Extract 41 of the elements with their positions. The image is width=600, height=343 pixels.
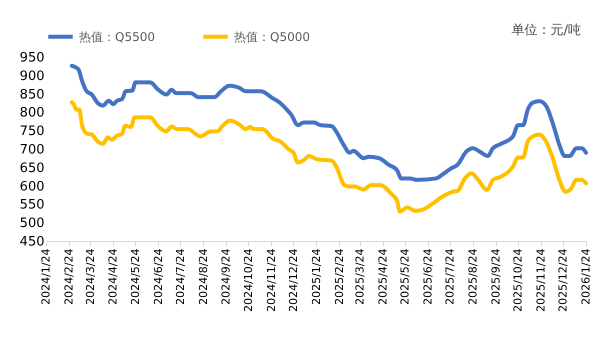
text: 单位：元/吨 (512, 23, 581, 38)
line-series (70, 100, 588, 214)
y-tick-label: 600 (20, 179, 44, 194)
y-tick-label: 650 (20, 160, 44, 176)
y-tick-label: 850 (20, 87, 44, 102)
y-tick-label: 700 (20, 142, 44, 158)
x-tick-label: 2025/4/24 (376, 248, 390, 305)
y-tick-label: 950 (20, 50, 44, 66)
y-tick-label: 900 (20, 68, 44, 84)
x-tick-label: 2025/5/24 (398, 248, 412, 305)
legend-label: 热值：Q5500 (79, 30, 155, 44)
x-tick-label: 2025/12/24 (556, 248, 570, 312)
x-tick-label: 2024/7/24 (174, 248, 187, 305)
x-tick-label: 2025/2/24 (332, 248, 346, 305)
x-tick-label: 2024/1/24 (40, 248, 52, 305)
x-tick-label: 2024/12/24 (286, 248, 300, 312)
y-tick-label: 750 (20, 124, 44, 140)
x-tick-label: 2026/1/24 (580, 248, 592, 305)
y-tick-label: 550 (20, 198, 44, 213)
x-tick-label: 2025/9/24 (489, 248, 502, 305)
x-tick-label: 2024/6/24 (152, 248, 165, 305)
line-series (70, 64, 588, 182)
x-tick-label: 2024/5/24 (128, 248, 142, 305)
x-tick-label: 2025/8/24 (466, 248, 480, 305)
x-tick-label: 2024/9/24 (220, 248, 233, 305)
x-tick-label: 2025/3/24 (353, 248, 366, 305)
x-tick-label: 2025/1/24 (310, 248, 323, 305)
x-tick-label: 2024/3/24 (84, 248, 97, 305)
y-tick-label: 500 (20, 216, 44, 232)
y-tick-label: 450 (20, 234, 44, 250)
x-tick-label: 2025/7/24 (444, 248, 457, 305)
x-tick-label: 2024/10/24 (242, 248, 255, 312)
x-tick-label: 2024/2/24 (62, 248, 76, 305)
y-tick-label: 800 (20, 106, 44, 121)
x-tick-label: 2025/11/24 (534, 248, 548, 312)
x-tick-label: 2024/4/24 (106, 248, 120, 305)
x-tick-label: 2025/10/24 (512, 248, 525, 312)
x-tick-label: 2024/11/24 (264, 248, 278, 312)
x-tick-label: 2024/8/24 (196, 248, 210, 305)
legend-label: 热值：Q5000 (234, 30, 310, 44)
x-tick-label: 2025/6/24 (421, 248, 434, 305)
